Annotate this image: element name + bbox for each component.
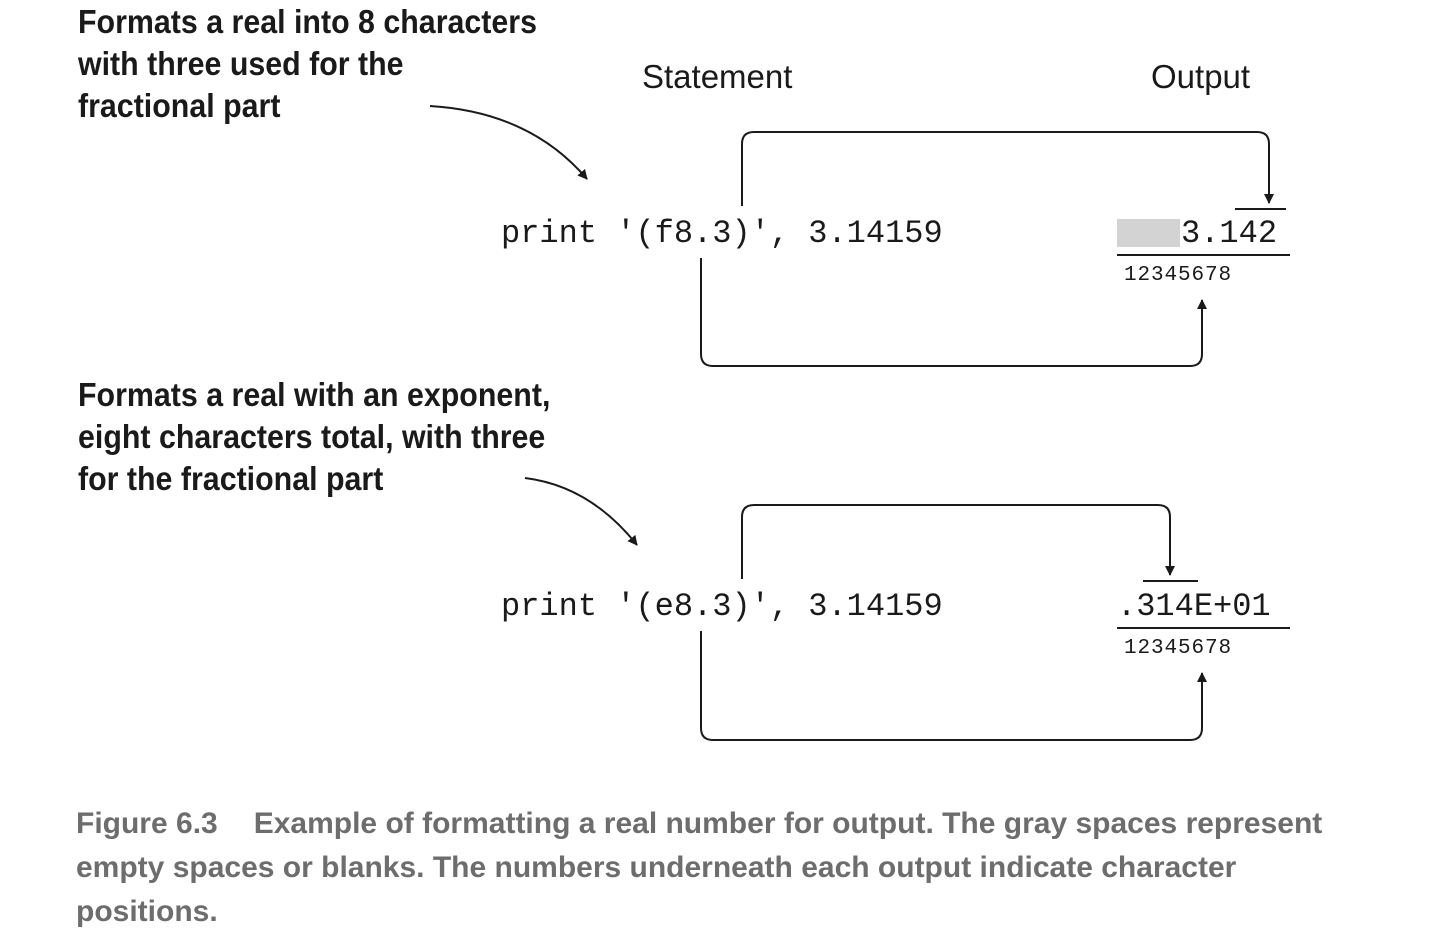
output-e-value: .314E+01 [1117, 588, 1271, 625]
annotation-line: Formats a real into 8 characters [78, 3, 537, 40]
value-to-output-connector-e [700, 631, 1207, 741]
character-positions-e: 12345678 [1124, 637, 1233, 660]
statement-f-code: print '(f8.3)', 3.14159 [501, 215, 943, 252]
blank-spaces-shading [1117, 219, 1180, 247]
statement-header: Statement [642, 58, 793, 95]
format-to-output-connector-f [741, 131, 1274, 206]
output-header: Output [1151, 58, 1251, 95]
annotation-f-format: Formats a real into 8 characters with th… [78, 1, 537, 127]
annotation-line: with three used for the [78, 45, 404, 82]
figure-caption: Figure 6.3 Example of formatting a real n… [76, 802, 1376, 934]
output-f-value: 3.142 [1181, 215, 1278, 252]
figure-number: Figure 6.3 [76, 807, 218, 840]
caption-text: Example of formatting a real number for … [76, 807, 1323, 928]
format-to-output-connector-e [741, 504, 1175, 579]
annotation-line: eight characters total, with three [78, 418, 546, 455]
value-to-output-connector-f [700, 258, 1207, 367]
statement-e-code: print '(e8.3)', 3.14159 [501, 588, 943, 625]
annotation-line: for the fractional part [78, 460, 384, 497]
annotation-e-format: Formats a real with an exponent, eight c… [78, 374, 550, 500]
character-positions-f: 12345678 [1124, 264, 1233, 287]
annotation-arrow-e [524, 477, 638, 546]
annotation-arrow-f [429, 105, 588, 180]
annotation-line: Formats a real with an exponent, [78, 376, 551, 413]
annotation-line: fractional part [78, 87, 281, 124]
